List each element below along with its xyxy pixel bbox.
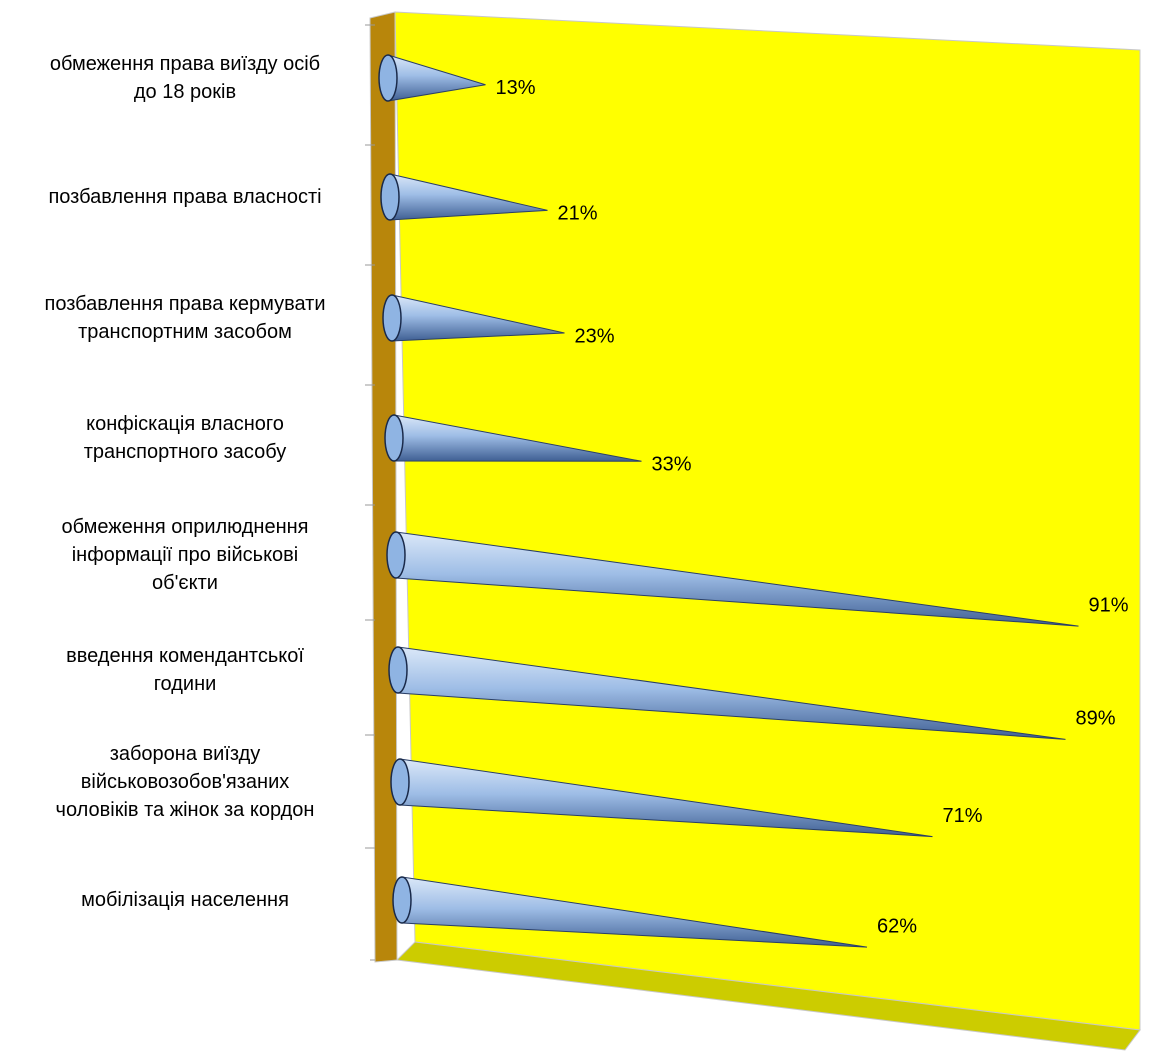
data-label: 62%: [877, 915, 917, 937]
data-label: 71%: [943, 805, 983, 827]
data-label: 21%: [558, 203, 598, 225]
cone: [392, 876, 868, 948]
category-label: позбавлення права власності: [48, 186, 322, 208]
cone: [380, 173, 548, 221]
data-label: 33%: [652, 454, 692, 476]
data-label: 91%: [1089, 594, 1129, 616]
cone: [384, 414, 642, 462]
data-label: 89%: [1076, 708, 1116, 730]
category-label: обмеження права виїзду осіб до 18 років: [49, 53, 321, 103]
axis-ticks: [365, 24, 375, 961]
floor: [395, 941, 1141, 1051]
cone: [382, 294, 565, 342]
back-wall: [394, 11, 1141, 1031]
data-label: 23%: [575, 325, 615, 347]
category-label: обмеження оприлюднення інформації про ві…: [61, 516, 309, 594]
cone: [388, 646, 1066, 740]
category-label: конфіскація власного транспортного засоб…: [83, 413, 287, 463]
side-wall: [369, 11, 398, 963]
cone: [378, 54, 486, 102]
category-label: заборона виїзду військовозобов'язаних чо…: [55, 743, 315, 821]
category-label: введення комендантської години: [66, 645, 304, 695]
category-label: позбавлення права кермувати транспортним…: [44, 293, 326, 343]
cone: [390, 758, 933, 838]
data-label: 13%: [496, 77, 536, 99]
cone: [386, 531, 1079, 627]
category-label: мобілізація населення: [81, 889, 289, 911]
